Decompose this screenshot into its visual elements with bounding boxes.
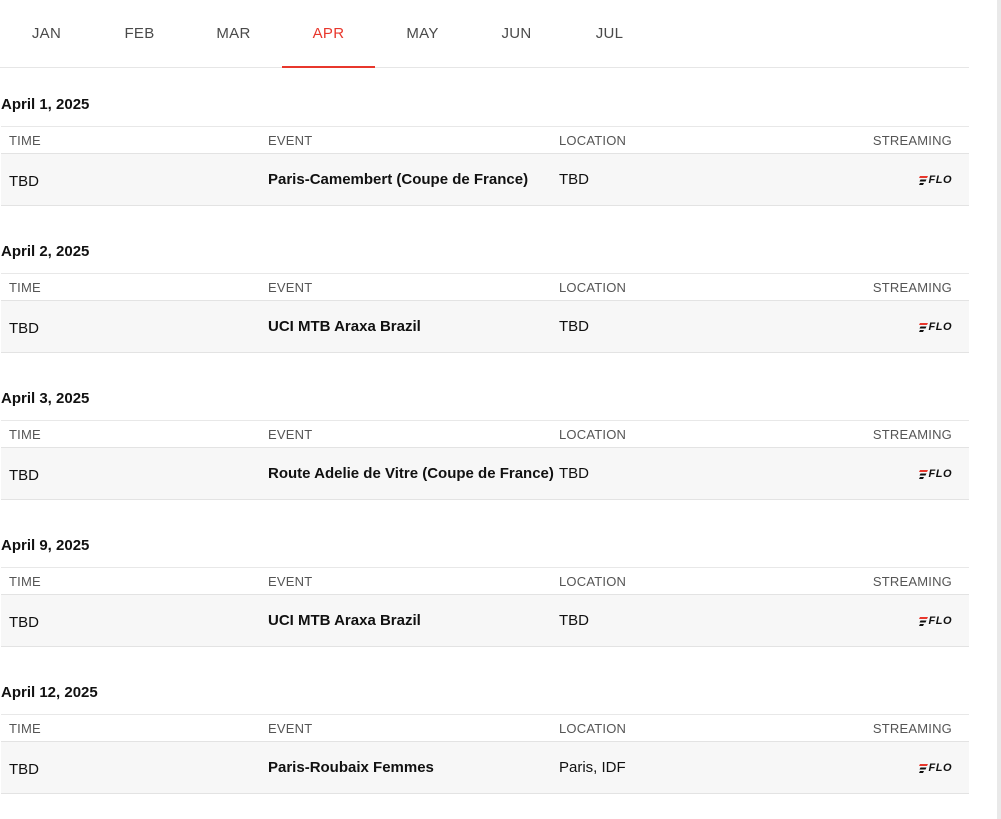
streaming-link[interactable]: FLO: [918, 615, 953, 627]
header-time: TIME: [9, 280, 41, 295]
flo-logo-icon: FLO: [918, 615, 953, 627]
flo-logo-icon: FLO: [918, 174, 953, 186]
table-row[interactable]: TBD Paris-Camembert (Coupe de France) TB…: [1, 153, 969, 206]
section-date: April 9, 2025: [1, 537, 90, 554]
header-location: LOCATION: [559, 133, 627, 148]
event-location: TBD: [559, 612, 589, 629]
event-location: TBD: [559, 318, 589, 335]
streaming-link[interactable]: FLO: [918, 762, 953, 774]
tab-apr[interactable]: APR: [282, 0, 375, 68]
event-location: Paris, IDF: [559, 759, 626, 776]
flo-logo-icon: FLO: [918, 321, 953, 333]
header-location: LOCATION: [559, 280, 627, 295]
header-time: TIME: [9, 427, 41, 442]
table-header: TIME EVENT LOCATION STREAMING: [1, 126, 969, 153]
event-location: TBD: [559, 465, 589, 482]
flo-logo-icon: FLO: [918, 762, 953, 774]
table-header: TIME EVENT LOCATION STREAMING: [1, 714, 969, 741]
event-location: TBD: [559, 171, 589, 188]
header-streaming: STREAMING: [872, 280, 952, 295]
tab-mar[interactable]: MAR: [216, 25, 251, 42]
header-streaming: STREAMING: [872, 574, 952, 589]
table-row[interactable]: TBD UCI MTB Araxa Brazil TBD FLO: [1, 300, 969, 353]
event-name[interactable]: Paris-Roubaix Femmes: [268, 759, 434, 776]
header-location: LOCATION: [559, 574, 627, 589]
header-time: TIME: [9, 133, 41, 148]
header-event: EVENT: [268, 280, 313, 295]
event-name[interactable]: UCI MTB Araxa Brazil: [268, 318, 421, 335]
section-date: April 1, 2025: [1, 96, 90, 113]
tab-jun[interactable]: JUN: [501, 25, 532, 42]
header-event: EVENT: [268, 574, 313, 589]
section-date: April 2, 2025: [1, 243, 90, 260]
header-time: TIME: [9, 721, 41, 736]
scrollbar[interactable]: [997, 0, 1001, 819]
event-name[interactable]: UCI MTB Araxa Brazil: [268, 612, 421, 629]
section-date: April 12, 2025: [1, 684, 98, 701]
table-header: TIME EVENT LOCATION STREAMING: [1, 420, 969, 447]
event-name[interactable]: Route Adelie de Vitre (Coupe de France): [268, 465, 554, 482]
header-location: LOCATION: [559, 427, 627, 442]
header-streaming: STREAMING: [872, 427, 952, 442]
header-time: TIME: [9, 574, 41, 589]
table-row[interactable]: TBD UCI MTB Araxa Brazil TBD FLO: [1, 594, 969, 647]
month-tabs: JAN FEB MAR APR MAY JUN JUL: [0, 0, 969, 68]
event-time: TBD: [9, 761, 39, 778]
header-event: EVENT: [268, 427, 313, 442]
header-event: EVENT: [268, 133, 313, 148]
table-header: TIME EVENT LOCATION STREAMING: [1, 567, 969, 594]
streaming-link[interactable]: FLO: [918, 468, 953, 480]
event-time: TBD: [9, 467, 39, 484]
streaming-link[interactable]: FLO: [918, 174, 953, 186]
table-row[interactable]: TBD Route Adelie de Vitre (Coupe de Fran…: [1, 447, 969, 500]
header-location: LOCATION: [559, 721, 627, 736]
event-time: TBD: [9, 173, 39, 190]
tab-may[interactable]: MAY: [406, 25, 439, 42]
event-time: TBD: [9, 320, 39, 337]
tab-jul[interactable]: JUL: [595, 25, 624, 42]
header-event: EVENT: [268, 721, 313, 736]
table-header: TIME EVENT LOCATION STREAMING: [1, 273, 969, 300]
event-name[interactable]: Paris-Camembert (Coupe de France): [268, 171, 529, 188]
header-streaming: STREAMING: [872, 721, 952, 736]
tab-jan[interactable]: JAN: [31, 25, 62, 42]
flo-logo-icon: FLO: [918, 468, 953, 480]
streaming-link[interactable]: FLO: [918, 321, 953, 333]
tab-feb[interactable]: FEB: [124, 25, 155, 42]
event-time: TBD: [9, 614, 39, 631]
header-streaming: STREAMING: [872, 133, 952, 148]
table-row[interactable]: TBD Paris-Roubaix Femmes Paris, IDF FLO: [1, 741, 969, 794]
section-date: April 3, 2025: [1, 390, 90, 407]
